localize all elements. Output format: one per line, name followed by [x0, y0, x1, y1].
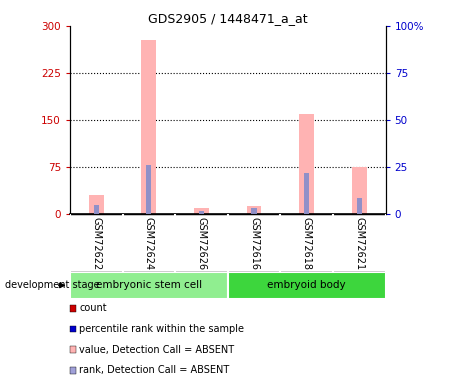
Text: value, Detection Call = ABSENT: value, Detection Call = ABSENT	[79, 345, 235, 354]
Bar	[299, 114, 314, 214]
Bar	[352, 167, 367, 214]
Text: GSM72618: GSM72618	[302, 217, 312, 270]
Text: rank, Detection Call = ABSENT: rank, Detection Call = ABSENT	[79, 365, 230, 375]
Text: GSM72621: GSM72621	[354, 217, 364, 270]
Title: GDS2905 / 1448471_a_at: GDS2905 / 1448471_a_at	[148, 12, 308, 25]
Text: GSM72626: GSM72626	[197, 217, 207, 270]
Bar	[252, 207, 257, 214]
Text: embryonic stem cell: embryonic stem cell	[96, 280, 202, 290]
Bar	[247, 206, 262, 214]
Bar	[70, 272, 228, 299]
Text: GSM72624: GSM72624	[144, 217, 154, 270]
Bar	[357, 198, 362, 214]
Bar	[94, 205, 99, 214]
Bar	[199, 211, 204, 214]
Bar	[89, 195, 104, 214]
Text: development stage: development stage	[5, 280, 99, 290]
Bar	[304, 172, 309, 214]
Text: GSM72622: GSM72622	[91, 217, 101, 270]
Text: GSM72616: GSM72616	[249, 217, 259, 270]
Bar	[142, 40, 156, 214]
Text: percentile rank within the sample: percentile rank within the sample	[79, 324, 244, 334]
Bar	[146, 165, 152, 214]
Text: embryoid body: embryoid body	[267, 280, 346, 290]
Bar	[228, 272, 386, 299]
Bar	[194, 208, 209, 214]
Text: count: count	[79, 303, 107, 313]
